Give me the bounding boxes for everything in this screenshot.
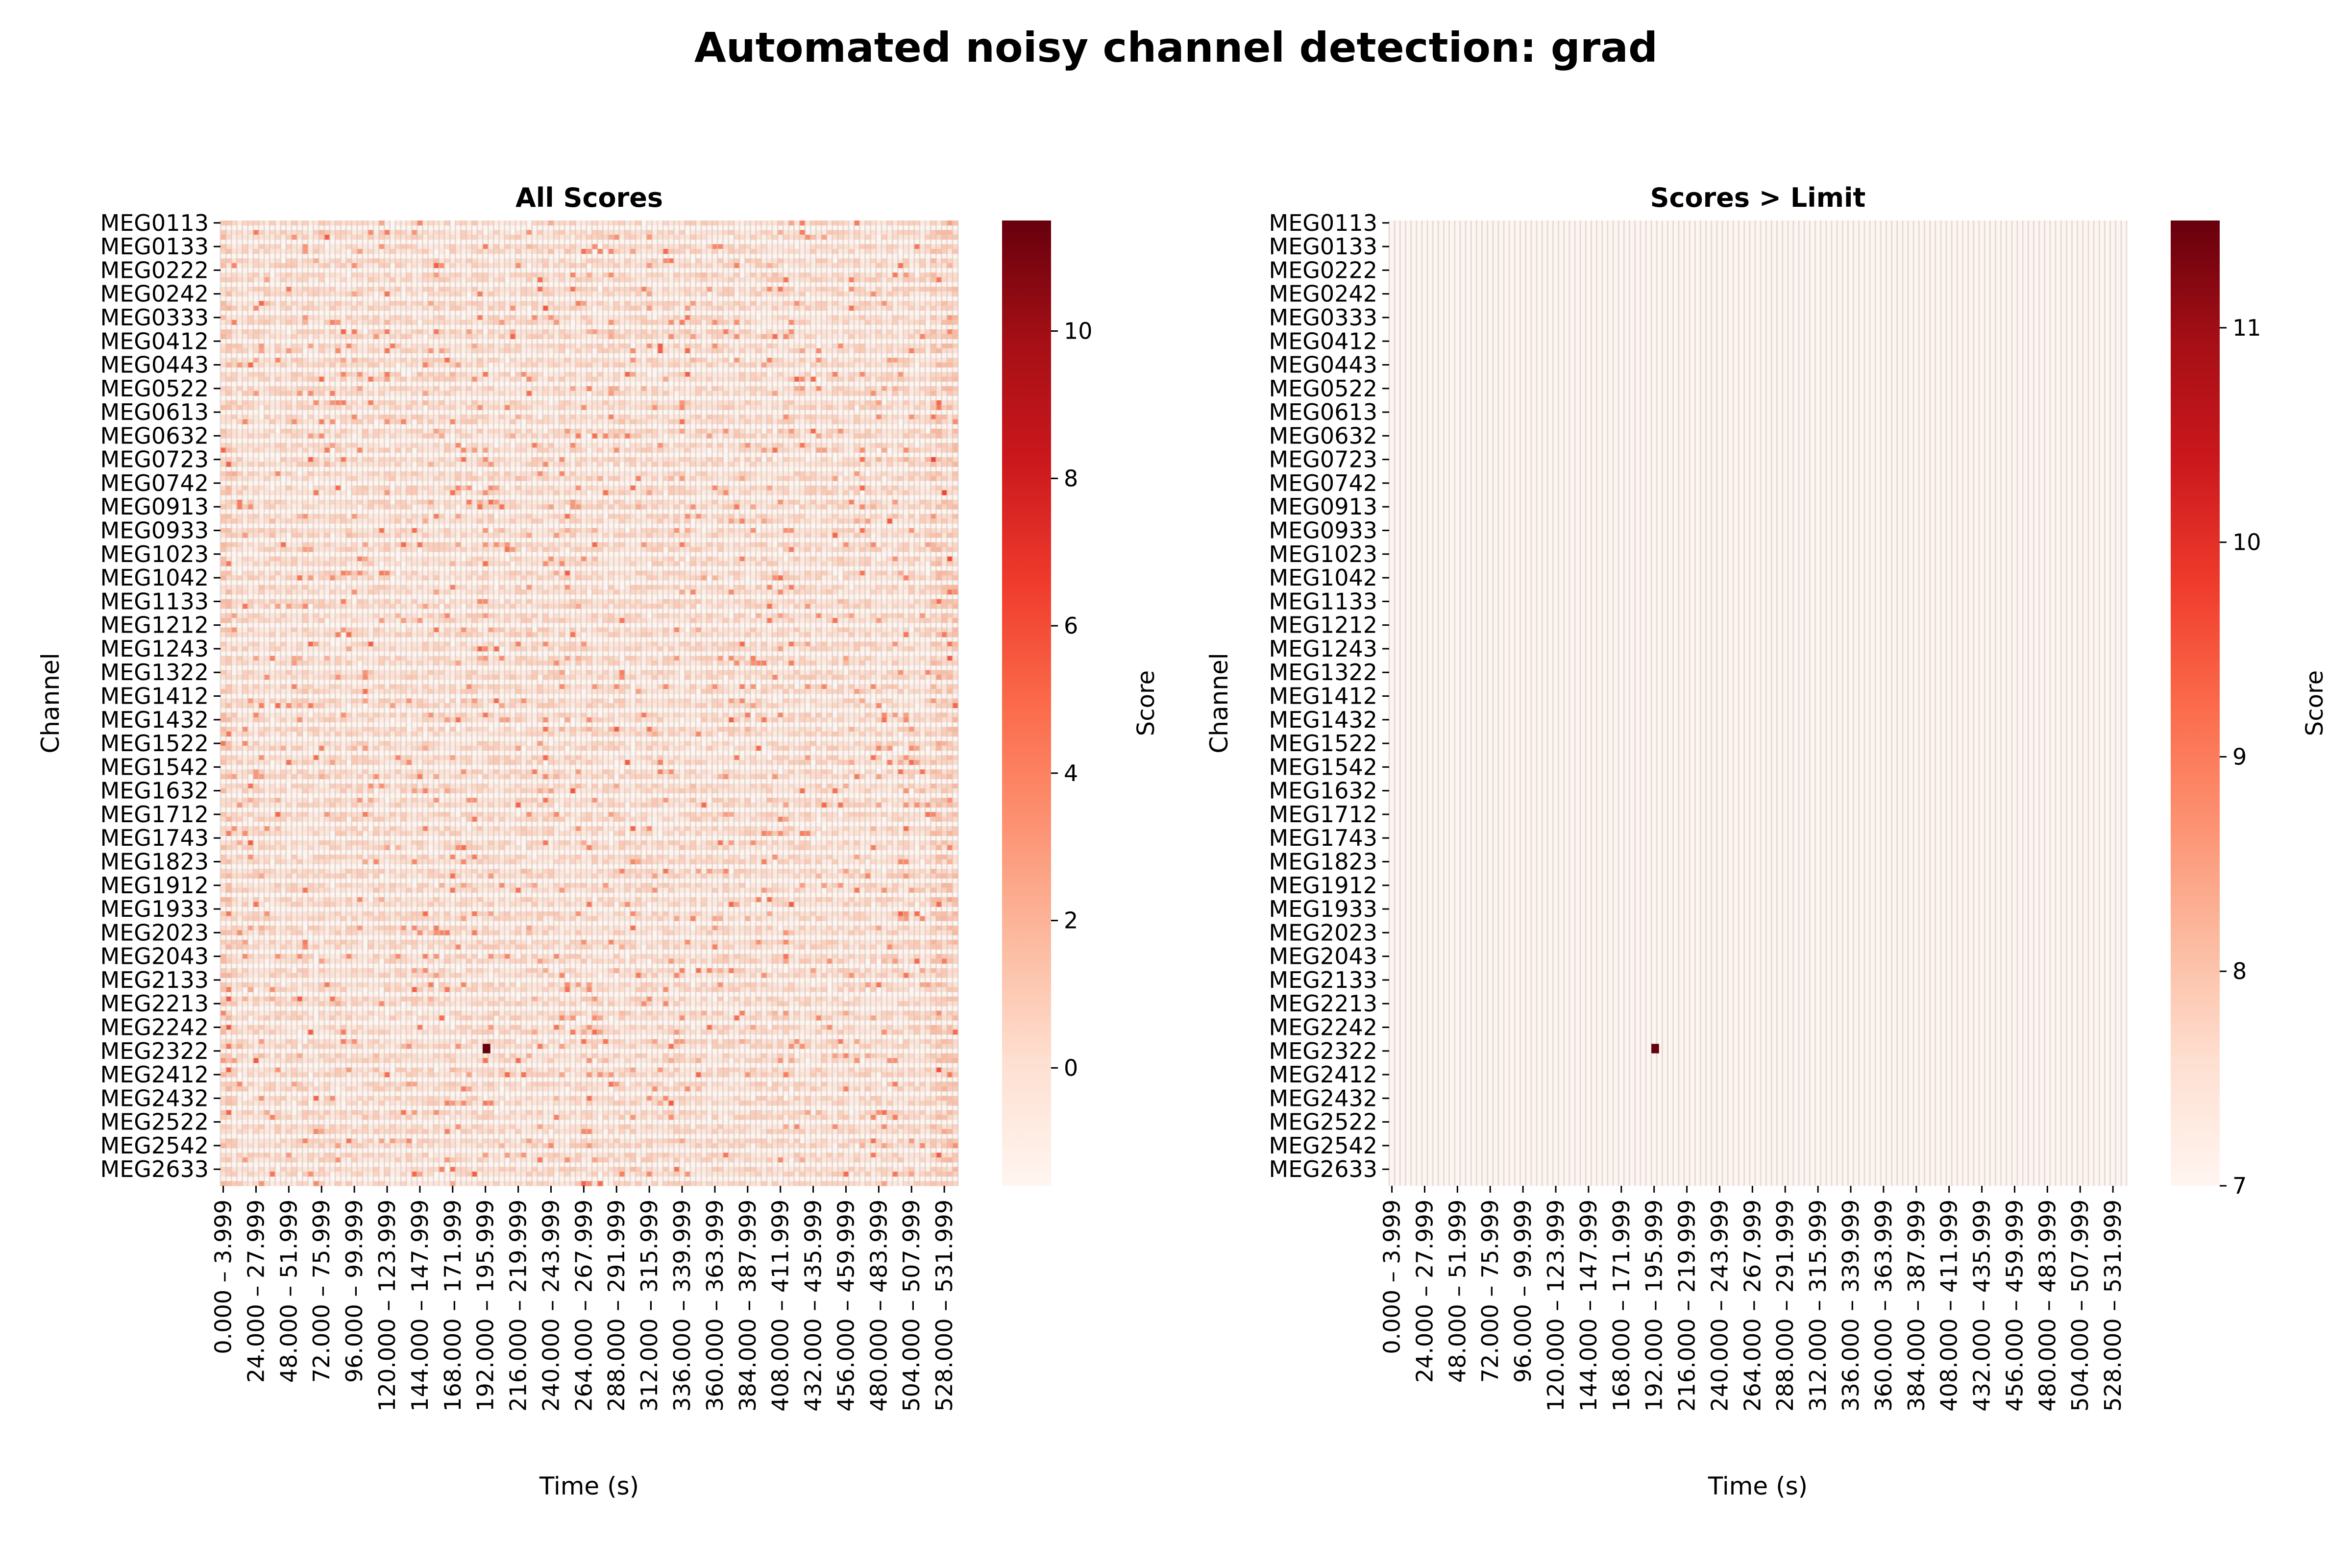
heatmap-panel-1: All ScoresMEG0113MEG0133MEG0222MEG0242ME… xyxy=(36,182,1160,1500)
heatmap-cells xyxy=(220,220,958,1186)
